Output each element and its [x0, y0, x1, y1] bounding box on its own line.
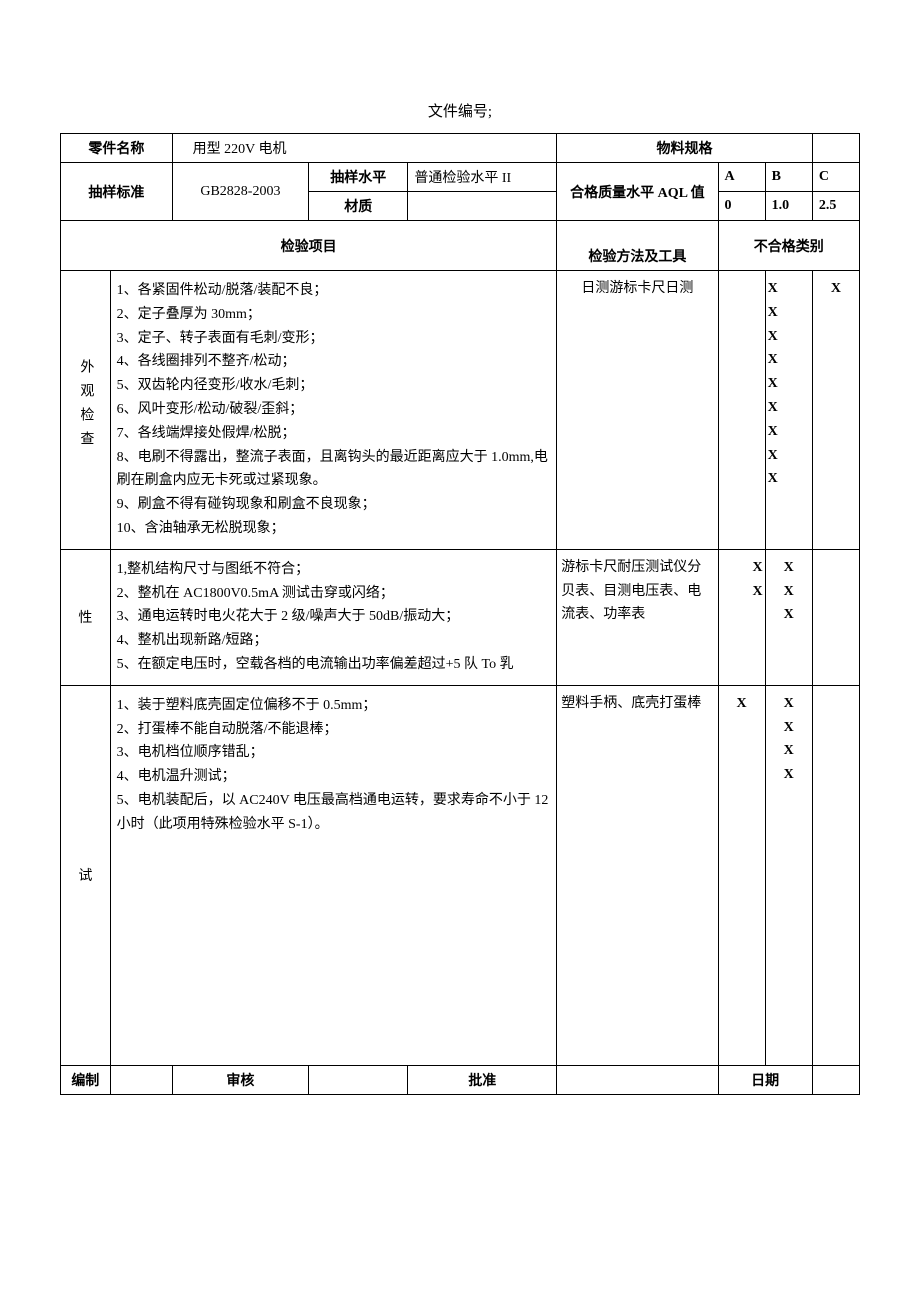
footer-approved-value [557, 1065, 718, 1094]
aql-val-b: 1.0 [765, 192, 812, 221]
row-category-test: 试 [61, 685, 111, 1065]
material-label: 材质 [309, 192, 408, 221]
material-value [408, 192, 557, 221]
row-marks-c-appearance: X [812, 271, 859, 550]
row-marks-a-appearance [718, 271, 765, 550]
aql-val-a: 0 [718, 192, 765, 221]
material-spec-label: 物料规格 [557, 134, 813, 163]
aql-val-c: 2.5 [812, 192, 859, 221]
row-category-appearance: 外观检查 [61, 271, 111, 550]
footer-approved-label: 批准 [408, 1065, 557, 1094]
sampling-standard-value: GB2828-2003 [172, 163, 308, 221]
row-items-appearance: 1、各紧固件松动/脱落/装配不良； 2、定子叠厚为 30mm； 3、定子、转子表… [110, 271, 557, 550]
footer-reviewed-value [309, 1065, 408, 1094]
footer-reviewed-label: 审核 [172, 1065, 308, 1094]
sampling-level-label: 抽样水平 [309, 163, 408, 192]
row-items-test: 1、装于塑料底壳固定位偏移不于 0.5mm； 2、打蛋棒不能自动脱落/不能退棒；… [110, 685, 557, 1065]
aql-col-a: A [718, 163, 765, 192]
inspection-items-header: 检验项目 [61, 221, 557, 271]
inspection-table: 零件名称 用型 220V 电机 物料规格 抽样标准 GB2828-2003 抽样… [60, 133, 860, 1095]
footer-date-label: 日期 [718, 1065, 812, 1094]
footer-prepared-label: 编制 [61, 1065, 111, 1094]
material-spec-value [812, 134, 859, 163]
row-marks-c-test [812, 685, 859, 1065]
row-method-test: 塑料手柄、底壳打蛋棒 [557, 685, 718, 1065]
doc-number-label: 文件编号; [60, 100, 860, 121]
defect-class-header: 不合格类别 [718, 221, 859, 271]
aql-label: 合格质量水平 AQL 值 [557, 163, 718, 221]
aql-col-c: C [812, 163, 859, 192]
row-marks-b-performance: X X X [765, 549, 812, 685]
sampling-level-value: 普通检验水平 II [408, 163, 557, 192]
row-method-performance: 游标卡尺耐压测试仪分贝表、目测电压表、电流表、功率表 [557, 549, 718, 685]
row-marks-b-test: X X X X [765, 685, 812, 1065]
row-marks-a-performance: X X [718, 549, 765, 685]
aql-col-b: B [765, 163, 812, 192]
row-marks-b-appearance: X X X X X X X X X [765, 271, 812, 550]
sampling-standard-label: 抽样标准 [61, 163, 173, 221]
row-marks-a-test: X [718, 685, 765, 1065]
row-category-performance: 性 [61, 549, 111, 685]
part-name-label: 零件名称 [61, 134, 173, 163]
footer-date-value [812, 1065, 859, 1094]
row-method-appearance: 日测游标卡尺日测 [557, 271, 718, 550]
row-items-performance: 1,整机结构尺寸与图纸不符合； 2、整机在 AC1800V0.5mA 测试击穿或… [110, 549, 557, 685]
part-name-value: 用型 220V 电机 [172, 134, 557, 163]
footer-prepared-value [110, 1065, 172, 1094]
method-tools-header: 检验方法及工具 [557, 221, 718, 271]
row-marks-c-performance [812, 549, 859, 685]
